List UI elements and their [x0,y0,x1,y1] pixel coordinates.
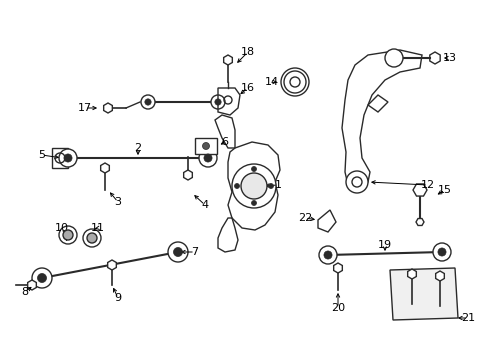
Circle shape [384,49,402,67]
Text: 8: 8 [21,287,28,297]
Text: 15: 15 [437,185,451,195]
Polygon shape [107,260,116,270]
Text: 13: 13 [442,53,456,63]
Circle shape [83,229,101,247]
Text: 6: 6 [221,137,228,147]
Circle shape [432,243,450,261]
Text: 22: 22 [297,213,311,223]
Text: 14: 14 [264,77,279,87]
Text: 7: 7 [191,247,198,257]
Polygon shape [389,268,457,320]
Circle shape [210,95,224,109]
Circle shape [144,99,151,105]
Text: 21: 21 [460,313,474,323]
Circle shape [203,154,212,162]
Circle shape [231,164,275,208]
Polygon shape [333,263,342,273]
FancyBboxPatch shape [195,138,217,154]
Text: 1: 1 [274,180,281,190]
Circle shape [202,143,209,149]
Circle shape [32,268,52,288]
Circle shape [59,149,77,167]
Text: 16: 16 [241,83,254,93]
Text: 12: 12 [420,180,434,190]
Polygon shape [435,271,444,281]
Text: 20: 20 [330,303,345,313]
Circle shape [251,166,256,171]
Circle shape [251,201,256,206]
Circle shape [168,242,187,262]
Circle shape [318,246,336,264]
Circle shape [199,149,217,167]
Circle shape [173,248,182,257]
Circle shape [346,171,367,193]
Text: 5: 5 [39,150,45,160]
Text: 4: 4 [201,200,208,210]
Polygon shape [28,280,36,290]
Text: 2: 2 [134,143,141,153]
Circle shape [284,71,305,93]
Polygon shape [103,103,112,113]
Circle shape [268,184,273,189]
Polygon shape [223,55,232,65]
Circle shape [141,95,155,109]
Text: 10: 10 [55,223,69,233]
Text: 11: 11 [91,223,105,233]
Circle shape [241,173,266,199]
Polygon shape [412,184,426,196]
Circle shape [437,248,445,256]
Text: 19: 19 [377,240,391,250]
Polygon shape [407,269,415,279]
Polygon shape [101,163,109,173]
Text: 18: 18 [241,47,255,57]
Text: 17: 17 [78,103,92,113]
Circle shape [87,233,97,243]
Text: 9: 9 [114,293,122,303]
Circle shape [323,251,331,259]
Text: 3: 3 [114,197,121,207]
Polygon shape [415,219,423,225]
Circle shape [63,230,73,240]
Polygon shape [183,170,192,180]
Circle shape [234,184,239,189]
Circle shape [38,274,46,283]
Circle shape [214,99,221,105]
Circle shape [59,226,77,244]
Circle shape [64,154,72,162]
Polygon shape [429,52,439,64]
